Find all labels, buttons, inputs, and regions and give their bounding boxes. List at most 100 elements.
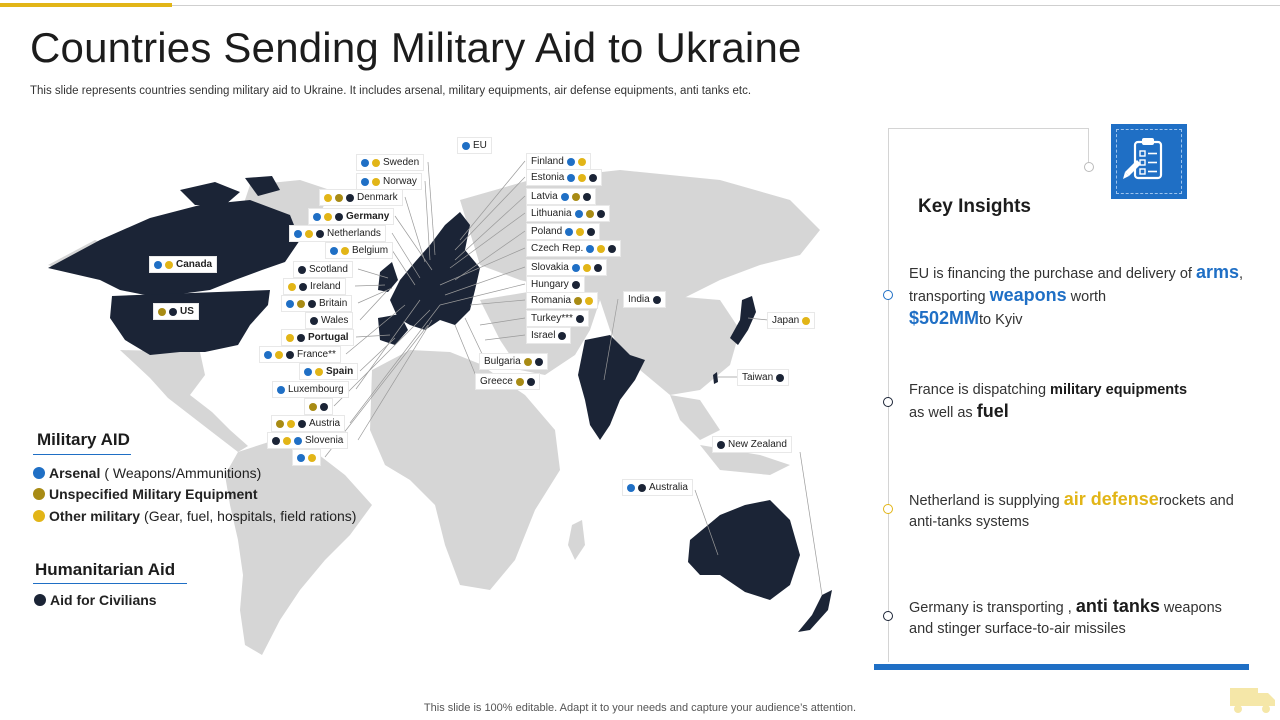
humanitarian-dot-icon [346,193,354,202]
country-name: Czech Rep. [531,243,584,254]
insight-germany-text-a: Germany is transporting , [909,600,1076,616]
insight-eu-text-g: to Kyiv [979,312,1023,328]
legend-other-desc: (Gear, fuel, hospitals, field rations) [144,508,357,524]
country-name: Luxembourg [288,384,344,395]
arsenal-dot-icon [566,157,575,166]
humanitarian-dot-icon [272,436,280,445]
humanitarian-dot-icon [558,331,567,340]
panel-connector [1088,128,1089,166]
country-name: Japan [772,315,800,326]
humanitarian-dot-icon [608,244,617,253]
other-dot-icon [577,157,586,166]
country-label-spain: Spain [300,364,358,379]
other-dot-icon [308,453,316,462]
humanitarian-dot-icon [652,295,661,304]
humanitarian-dot-icon [298,419,306,428]
humanitarian-dot-icon [534,357,543,366]
insight-germany-text-c: weapons and stinger surface-to-air missi… [909,600,1222,637]
footer-note: This slide is 100% editable. Adapt it to… [423,702,857,714]
country-label-slovakia: Slovakia [527,260,606,275]
country-label-estonia: Estonia [527,170,602,185]
country-label-slovenia: Slovenia [268,433,348,448]
arsenal-dot-icon [154,260,162,269]
country-label-turkey: Turkey*** [527,311,588,326]
country-label-romania: Romania [527,293,598,308]
insight-eu-arms: arms [1195,262,1239,282]
humanitarian-underline [33,583,187,584]
insight-eu-text-e: worth [1066,289,1107,305]
humanitarian-dot-icon [299,282,307,291]
arsenal-dot-icon [330,246,338,255]
country-label-lithuania: Lithuania [527,206,609,221]
other-dot-icon [324,212,332,221]
country-label-denmark: Denmark [320,190,402,205]
country-label-ireland: Ireland [284,279,345,294]
arsenal-dot-icon [313,212,321,221]
unspecified-dot-icon [523,357,532,366]
unspecified-dot-icon [309,402,317,411]
country-label-germany: Germany [309,209,394,224]
country-name: France** [297,349,336,360]
other-dot-icon [372,177,380,186]
other-dot-icon [341,246,349,255]
country-name: Sweden [383,157,420,168]
humanitarian-dot-icon [589,173,598,182]
panel-left-border [888,128,889,662]
insight-eu-text-a: EU is financing the purchase and deliver… [909,266,1196,282]
insight-netherland-text-a: Netherland is supplying [909,493,1064,509]
top-accent-bar [0,3,172,7]
military-aid-heading: Military AID [37,430,130,449]
insight-1-bullet [883,290,893,300]
arsenal-dot-icon [565,227,574,236]
country-name: Germany [346,211,390,222]
insight-germany: Germany is transporting , anti tanks wea… [909,596,1249,640]
country-name: Portugal [308,332,349,343]
humanitarian-dot-icon [310,316,318,325]
country-name: Turkey*** [531,313,573,324]
country-label-czech-rep: Czech Rep. [527,241,621,256]
unspecified-dot-icon [297,299,305,308]
country-name: Belgium [352,245,389,256]
country-name: Britain [319,298,348,309]
country-label-unnamed-20 [293,450,320,465]
country-name: India [628,294,650,305]
unspecified-dot-icon [515,377,524,386]
country-label-finland: Finland [527,154,590,169]
country-label-canada: Canada [150,257,217,272]
arsenal-dot-icon [560,192,569,201]
country-label-luxembourg: Luxembourg [273,382,348,397]
country-name: Slovenia [305,435,344,446]
humanitarian-dot-icon [526,377,535,386]
arsenal-dot-icon [567,173,576,182]
land-donors [48,176,832,632]
arsenal-dot-icon [627,483,635,492]
country-label-france: France** [260,347,340,362]
country-name: EU [473,140,487,151]
arsenal-dot-icon [574,209,583,218]
country-label-poland: Poland [527,224,600,239]
country-label-australia: Australia [623,480,692,495]
legend-other: Other military (Gear, fuel, hospitals, f… [33,508,356,524]
country-name: Canada [176,259,213,270]
arsenal-dot-icon [277,385,285,394]
humanitarian-dot-icon [587,227,596,236]
insight-eu: EU is financing the purchase and deliver… [909,262,1249,331]
arsenal-dot-icon [361,158,369,167]
panel-bottom-bar [874,664,1249,670]
other-dot-icon [165,260,173,269]
country-label-unnamed-17 [305,399,332,414]
country-name: Slovakia [531,262,569,273]
legend-other-label: Other military [49,508,141,524]
country-label-portugal: Portugal [282,330,353,345]
insight-eu-text-c: , transporting [909,266,1244,305]
humanitarian-dot-icon [335,212,343,221]
insight-netherland-text-c: rockets and anti-tanks systems [909,493,1234,530]
world-map [48,160,832,655]
insight-france-text-a: France is dispatching [909,382,1051,398]
arsenal-dot-icon [462,141,470,150]
legend-unspecified-label: Unspecified Military Equipment [49,486,258,502]
leader-lines [324,160,823,596]
insight-3-bullet [883,504,893,514]
country-label-latvia: Latvia [527,189,595,204]
insight-netherland-air-defense: air defense [1063,489,1159,509]
